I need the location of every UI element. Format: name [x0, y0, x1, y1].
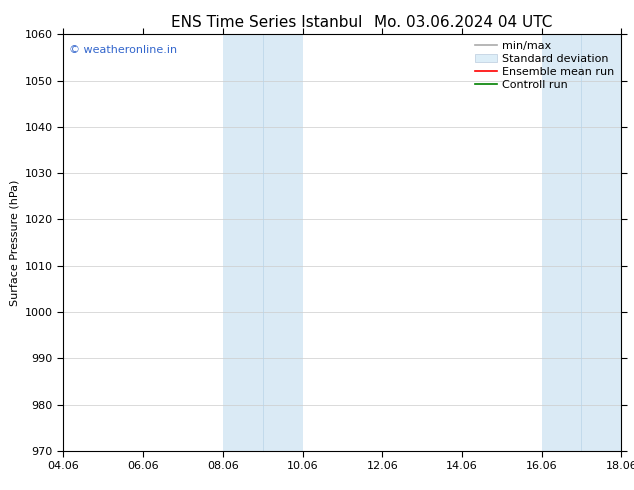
Bar [581, 34, 621, 451]
Bar [541, 34, 581, 451]
Y-axis label: Surface Pressure (hPa): Surface Pressure (hPa) [10, 179, 19, 306]
Text: ENS Time Series Istanbul: ENS Time Series Istanbul [171, 15, 362, 30]
Legend: min/max, Standard deviation, Ensemble mean run, Controll run: min/max, Standard deviation, Ensemble me… [470, 37, 619, 94]
Bar [262, 34, 302, 451]
Text: © weatheronline.in: © weatheronline.in [69, 45, 177, 55]
Bar [223, 34, 262, 451]
Text: Mo. 03.06.2024 04 UTC: Mo. 03.06.2024 04 UTC [373, 15, 552, 30]
